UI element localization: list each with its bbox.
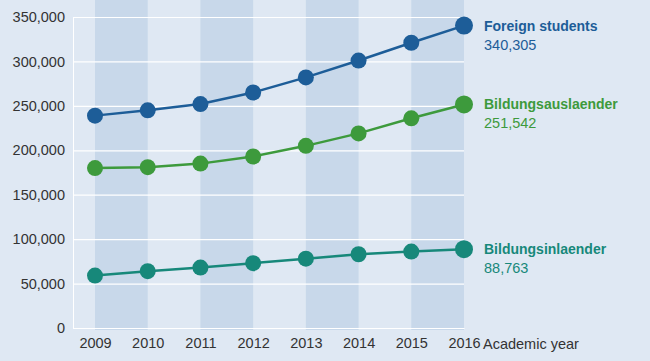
x-tick: 2013: [290, 328, 322, 351]
x-tick-label: 2013: [290, 335, 322, 351]
bands: [95, 0, 464, 330]
point: [140, 159, 156, 175]
band: [306, 0, 359, 330]
series-line: [95, 104, 464, 168]
point: [403, 35, 419, 51]
point: [140, 102, 156, 118]
grid-line: [73, 61, 464, 62]
point: [455, 17, 473, 35]
series-line: [95, 26, 464, 116]
point: [403, 110, 419, 126]
y-tick-label: 50,000: [21, 276, 65, 292]
series-labels: Foreign students 340,305 Bildungsauslaende…: [484, 18, 618, 277]
x-tick: 2015: [396, 328, 428, 351]
point: [351, 125, 367, 141]
grid-line: [73, 239, 464, 240]
x-tick-label: 2016: [448, 335, 480, 351]
point: [140, 263, 156, 279]
band: [95, 0, 148, 330]
data-label: 88,763: [484, 260, 528, 276]
point: [192, 156, 208, 172]
grid-line: [73, 195, 464, 196]
point: [245, 255, 261, 271]
point: [192, 260, 208, 276]
x-tick: 2011: [185, 328, 216, 351]
x-tick-label: 2012: [238, 335, 270, 351]
x-tick: 2012: [238, 328, 270, 351]
y-axis: 0 50,000 100,000 150,000 200,000 250,000 300,0…: [13, 9, 464, 336]
band: [411, 0, 464, 330]
series-name: Bildungsinlaender: [484, 241, 607, 257]
x-tick: 2010: [132, 328, 164, 351]
point: [455, 240, 473, 258]
grid-line: [73, 17, 464, 18]
point: [87, 108, 103, 124]
x-tick-label: 2011: [185, 335, 216, 351]
series-name: Foreign students: [484, 18, 598, 34]
y-tick-label: 100,000: [13, 231, 65, 247]
y-tick-label: 250,000: [13, 98, 65, 114]
point: [298, 69, 314, 85]
x-axis: 2009 2010 2011 2012 2013 2014 2015 2016: [79, 328, 480, 351]
point: [403, 244, 419, 260]
data-label: 340,305: [484, 37, 536, 53]
x-tick: 2009: [79, 328, 111, 351]
y-tick-label: 300,000: [13, 54, 65, 70]
point: [87, 160, 103, 176]
grid-line: [73, 150, 464, 151]
data-label: 251,542: [484, 115, 536, 131]
y-tick: 250,000: [13, 98, 464, 114]
chart: 0 50,000 100,000 150,000 200,000 250,000 300,0…: [0, 0, 650, 361]
y-tick-label: 200,000: [13, 142, 65, 158]
y-tick: 350,000: [13, 9, 464, 25]
x-tick: 2014: [343, 328, 375, 351]
x-tick-label: 2015: [396, 335, 428, 351]
point: [245, 85, 261, 101]
x-tick-label: 2010: [132, 335, 164, 351]
x-tick: 2016: [448, 328, 480, 351]
point: [298, 251, 314, 267]
x-axis-title: Academic year: [483, 336, 579, 352]
y-tick: 300,000: [13, 54, 464, 70]
y-axis-line: [73, 18, 74, 329]
series-name: Bildungsauslaender: [484, 96, 618, 112]
y-tick-label: 150,000: [13, 187, 65, 203]
band: [200, 0, 253, 330]
point: [192, 96, 208, 112]
grid-line: [73, 283, 464, 284]
y-tick: 0: [57, 320, 464, 336]
y-tick-label: 350,000: [13, 9, 65, 25]
y-tick: 50,000: [21, 276, 464, 292]
point: [298, 138, 314, 154]
y-tick: 200,000: [13, 142, 464, 158]
grid-line: [73, 328, 464, 329]
point: [245, 149, 261, 165]
point: [351, 53, 367, 69]
y-tick: 100,000: [13, 231, 464, 247]
x-axis-line: [96, 328, 465, 329]
y-tick-label: 0: [57, 320, 65, 336]
grid-line: [73, 106, 464, 107]
plot-area: [87, 17, 473, 284]
point: [87, 268, 103, 284]
point: [351, 246, 367, 262]
point: [455, 95, 473, 113]
y-tick: 150,000: [13, 187, 464, 203]
x-tick-label: 2009: [79, 335, 111, 351]
x-tick-label: 2014: [343, 335, 375, 351]
